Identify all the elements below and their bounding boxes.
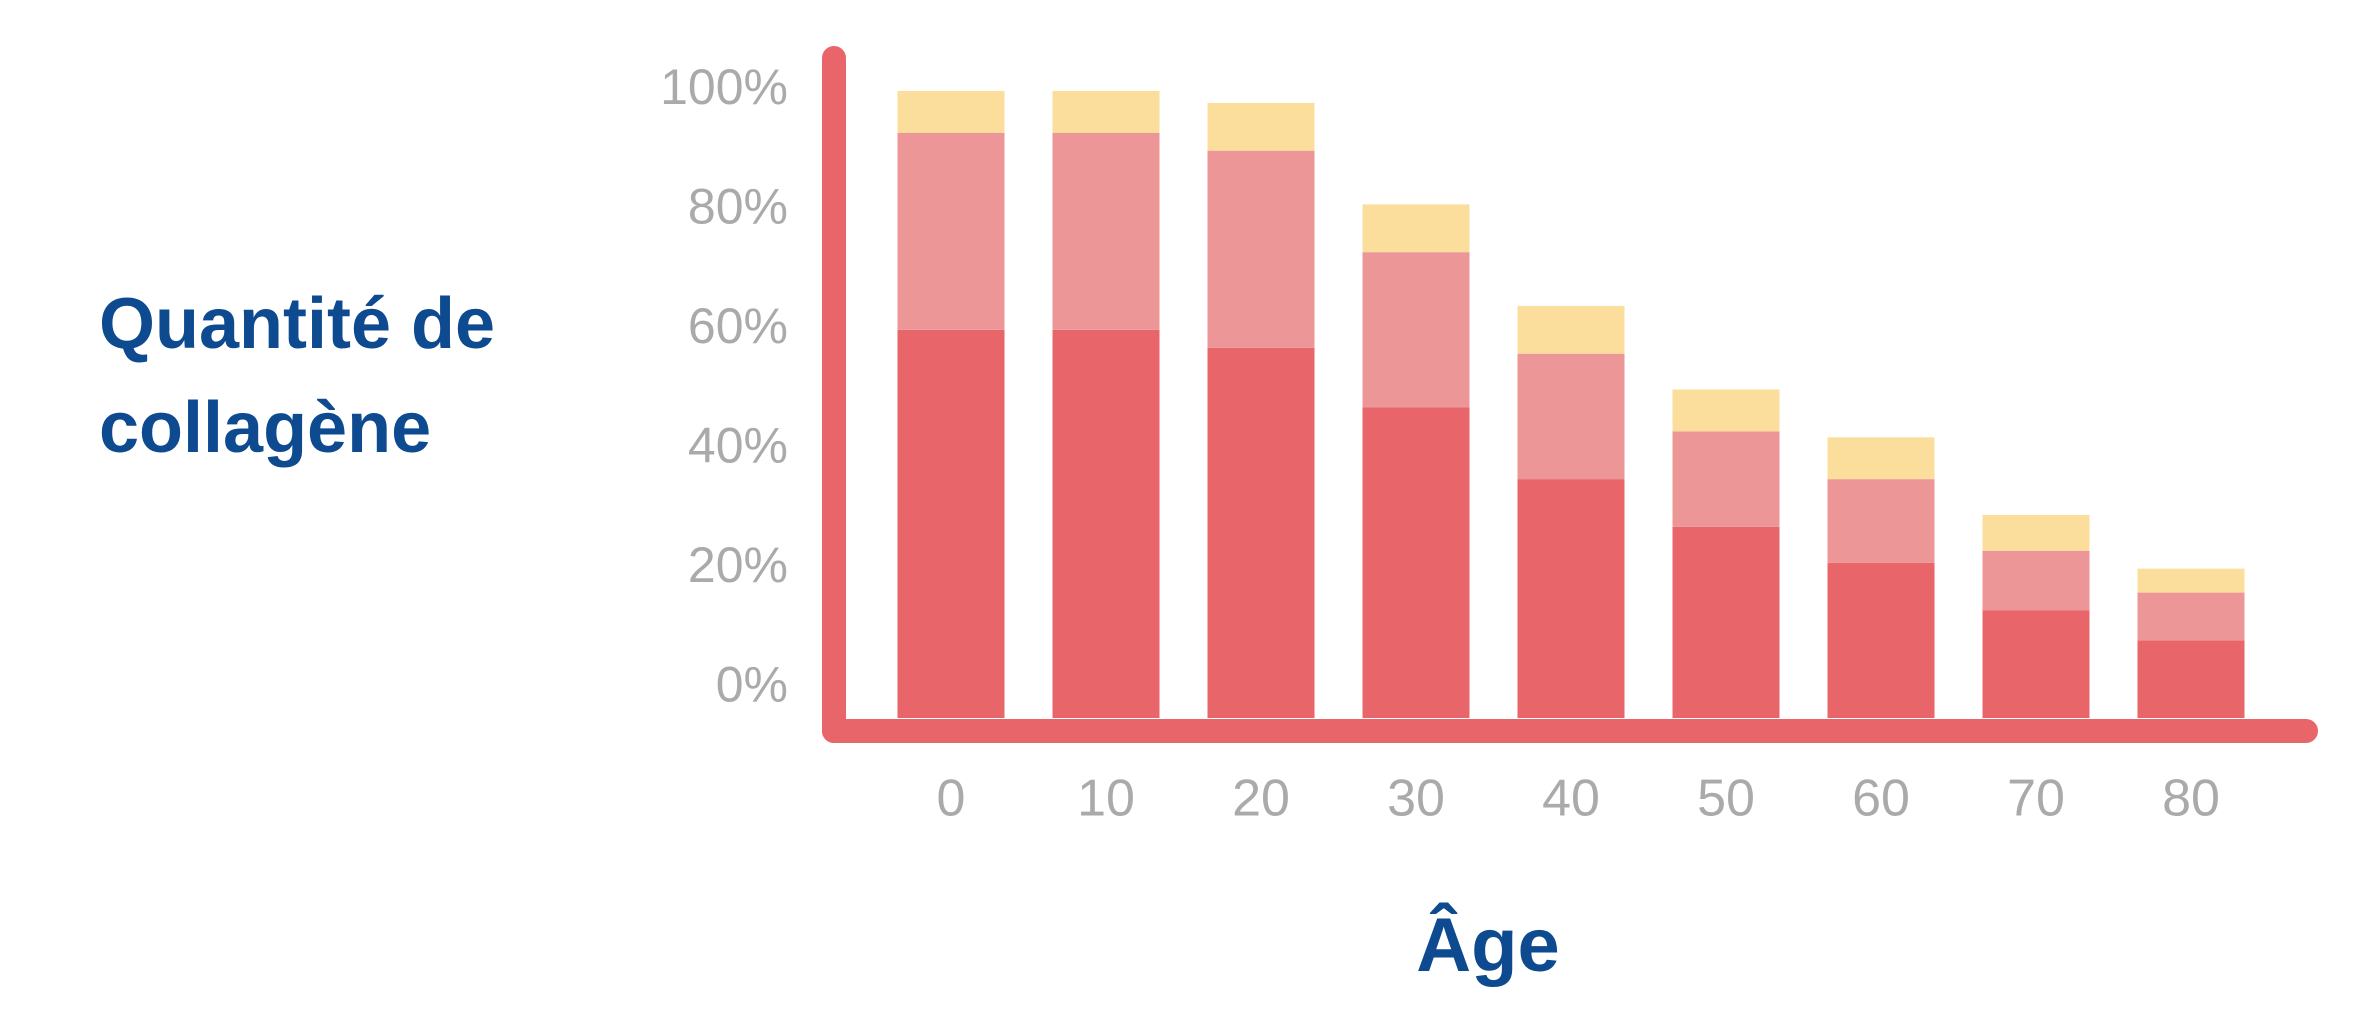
bar-segment — [1672, 389, 1780, 432]
bar-segment — [2137, 568, 2245, 593]
bar-segment — [1362, 407, 1470, 718]
bar-segment — [2137, 592, 2245, 641]
bar-segment — [2137, 640, 2245, 718]
bar-segment — [1517, 479, 1625, 718]
y-tick-label: 100% — [660, 59, 788, 115]
bar-segment — [1982, 550, 2090, 611]
x-tick-label: 50 — [1697, 770, 1755, 828]
y-tick-label: 0% — [716, 656, 788, 712]
y-tick-label: 80% — [688, 179, 788, 235]
bar-segment — [1207, 347, 1315, 718]
bar-segment — [1207, 102, 1315, 151]
x-tick-label: 20 — [1232, 770, 1290, 828]
bar-segment — [1672, 431, 1780, 527]
bar-segment — [1827, 479, 1935, 563]
x-tick-label: 10 — [1077, 770, 1135, 828]
y-axis-title: Quantité de collagène — [99, 284, 496, 468]
bar-segment — [1362, 252, 1470, 408]
bar-segment — [1362, 204, 1470, 253]
y-tick-label: 40% — [688, 417, 788, 473]
bar-segment — [1207, 150, 1315, 348]
bar-segment — [1827, 562, 1935, 718]
bar-segment — [1827, 437, 1935, 480]
x-tick-label: 60 — [1852, 770, 1910, 828]
x-tick-label: 0 — [937, 770, 966, 828]
bar-segment — [1982, 514, 2090, 551]
y-tick-label: 60% — [688, 298, 788, 354]
bar-segment — [1052, 329, 1160, 718]
bar-segment — [897, 329, 1005, 718]
bar-segment — [897, 90, 1005, 133]
bar-segment — [897, 132, 1005, 330]
x-tick-label: 30 — [1387, 770, 1445, 828]
x-axis-title: Âge — [1416, 902, 1560, 988]
x-tick-label: 80 — [2162, 770, 2220, 828]
bar-segment — [1982, 610, 2090, 718]
bar-segment — [1672, 526, 1780, 718]
bar-segment — [1052, 132, 1160, 330]
x-tick-label: 40 — [1542, 770, 1600, 828]
bar-segment — [1517, 353, 1625, 480]
bar-segment — [1052, 90, 1160, 133]
y-tick-label: 20% — [688, 537, 788, 593]
bar-segment — [1517, 305, 1625, 354]
x-tick-label: 70 — [2007, 770, 2065, 828]
